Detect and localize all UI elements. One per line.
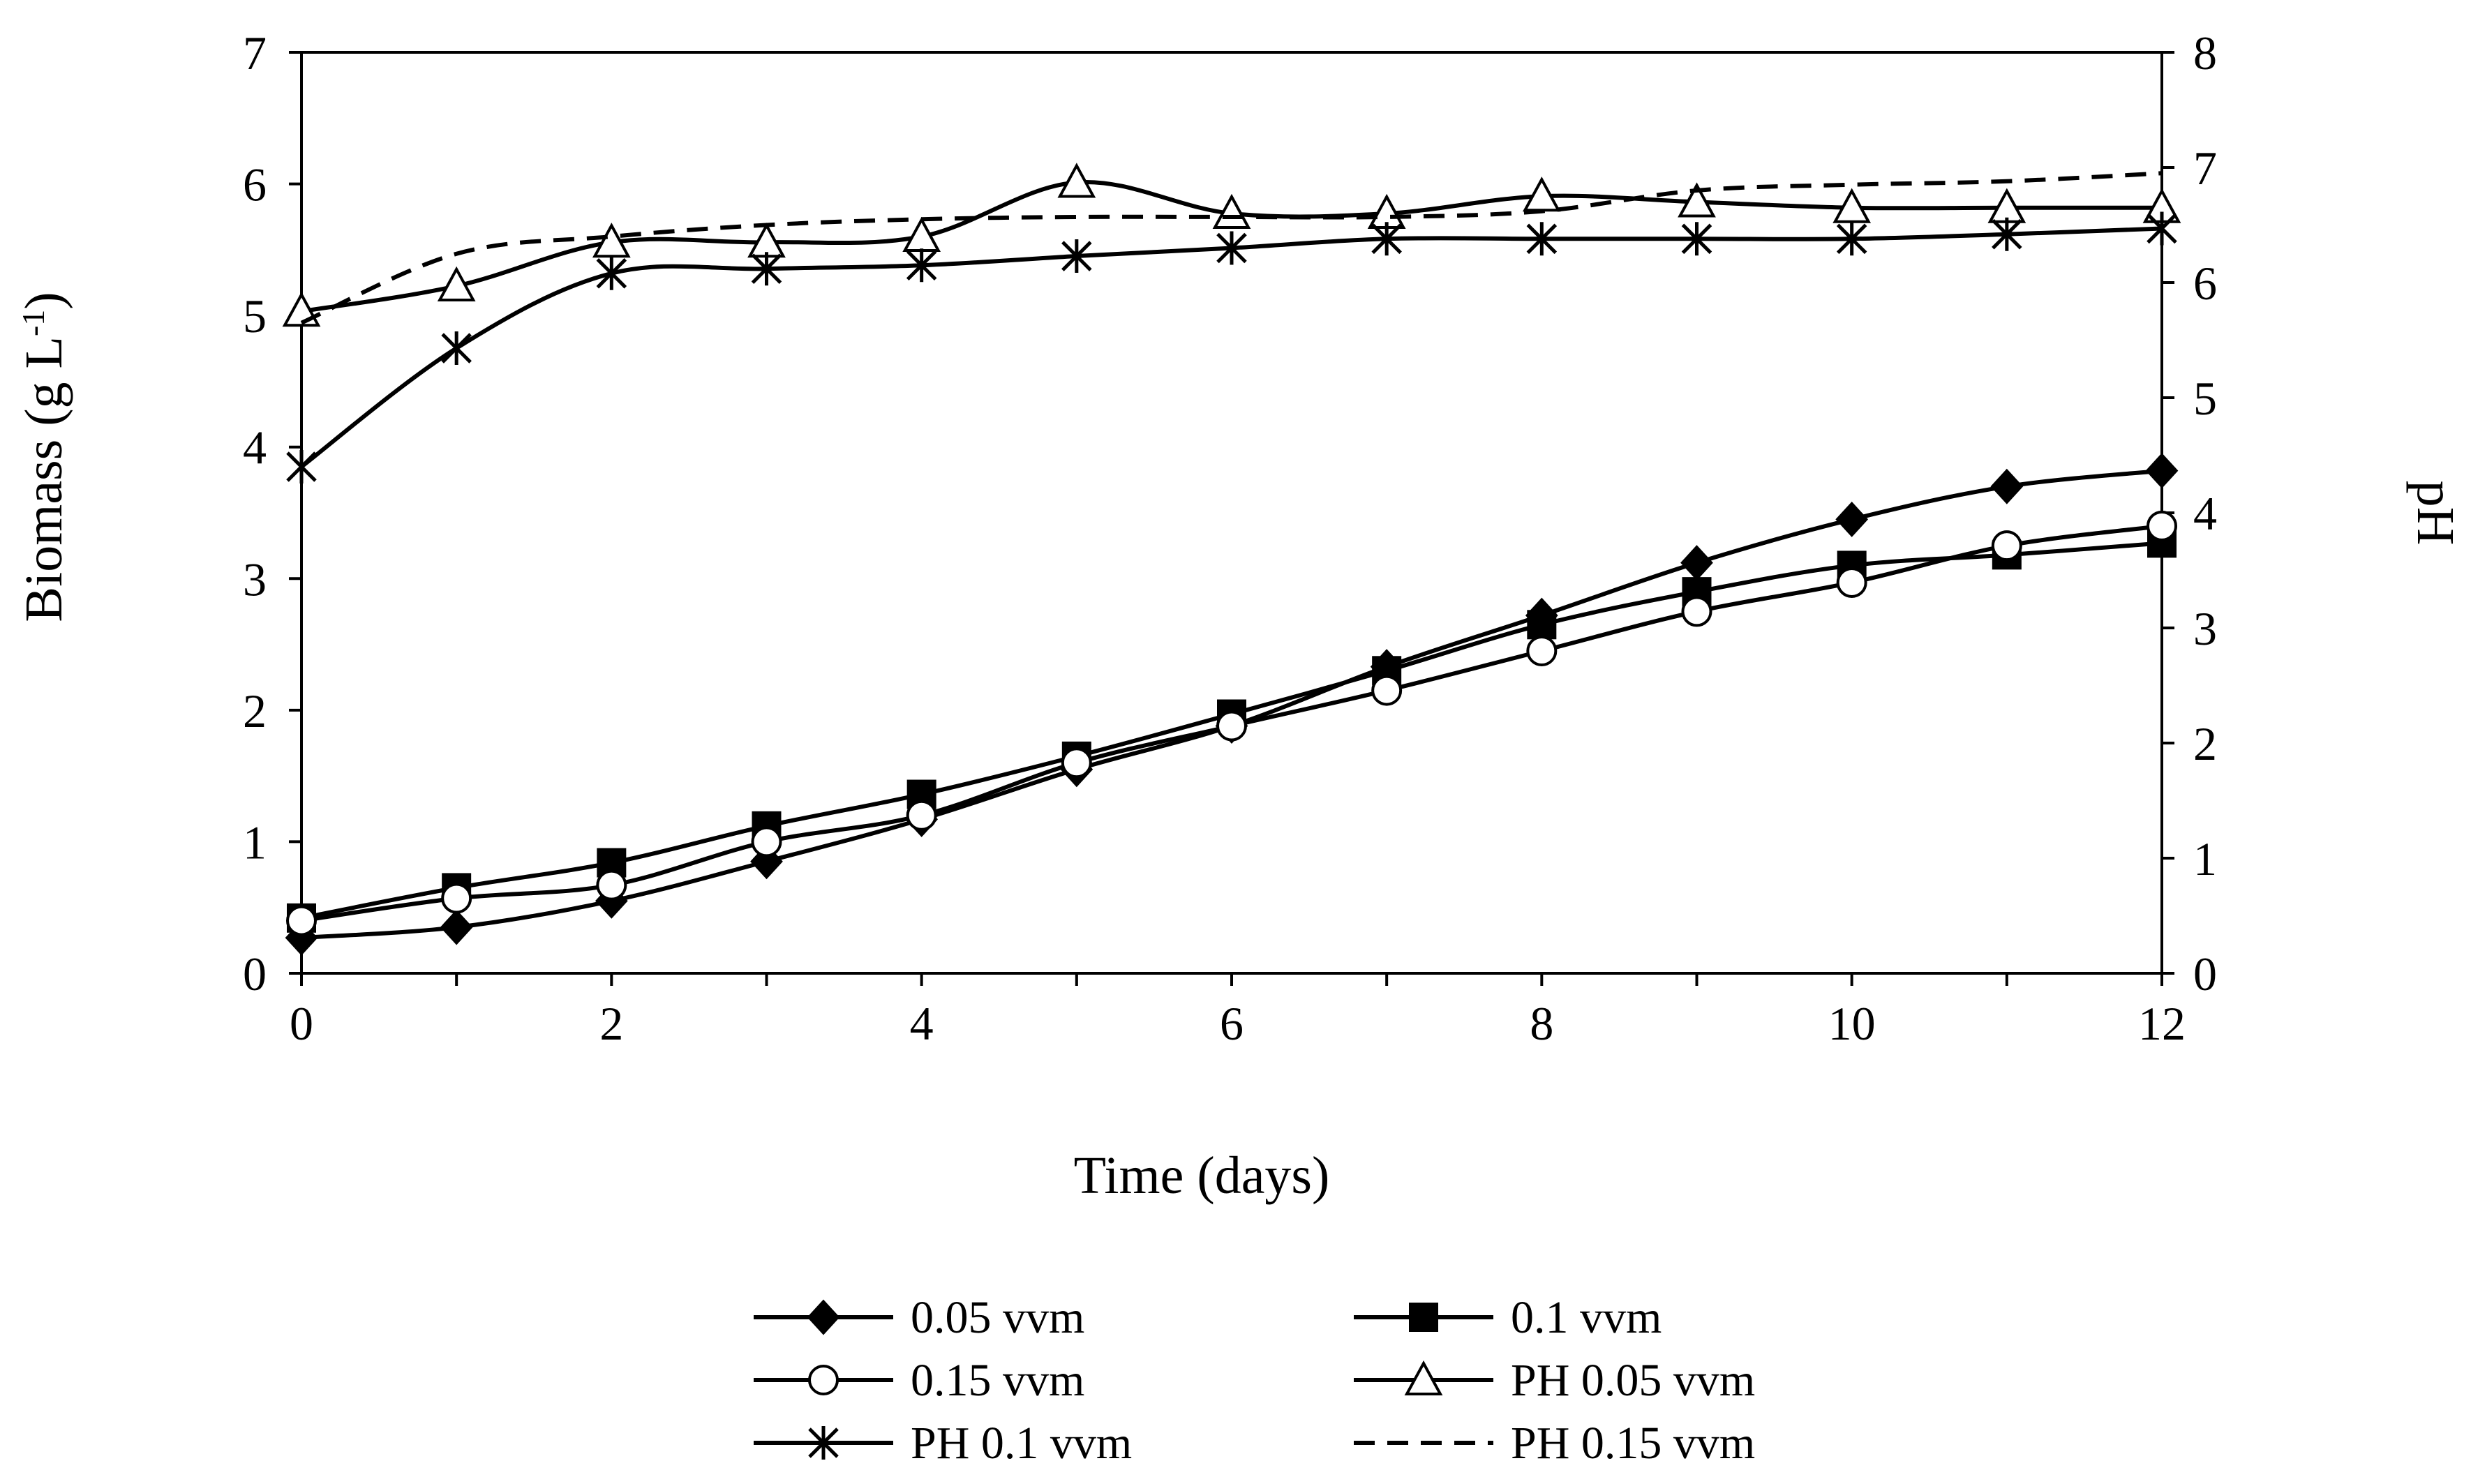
x-tick-label: 10 — [1828, 997, 1876, 1050]
y2-tick-label: 6 — [2193, 257, 2217, 310]
series-0-15-vvm — [286, 510, 2177, 936]
data-point-ph-0-1-vvm — [286, 450, 317, 484]
data-point-ph-0-1-vvm — [1371, 222, 1402, 256]
data-point-ph-0-1-vvm — [441, 331, 472, 366]
legend-item-ph-0-05-vvm: PH 0.05 vvm — [1354, 1355, 1755, 1406]
y-tick-label: 1 — [243, 816, 267, 869]
legend-item-0-1-vvm: 0.1 vvm — [1354, 1292, 1662, 1343]
data-point-0-15-vvm — [596, 869, 627, 901]
legend-marker-ph-0-1-vvm — [808, 1426, 839, 1460]
legend: 0.05 vvm 0.1 vvm 0.15 vvm PH 0.05 vvm PH 0.1… — [754, 1292, 1755, 1469]
legend-label-0-15-vvm: 0.15 vvm — [911, 1355, 1084, 1406]
data-point-ph-0-1-vvm — [1681, 222, 1712, 256]
legend-marker-0-1-vvm — [1409, 1303, 1438, 1332]
data-point-0-15-vvm — [2147, 510, 2177, 541]
y2-tick-label: 7 — [2193, 142, 2217, 195]
series-line-ph-0-15-vvm — [300, 171, 2163, 325]
data-point-ph-0-1-vvm — [1216, 231, 1247, 265]
y-axis-title-suffix: ) — [15, 292, 73, 309]
data-point-0-15-vvm — [1371, 675, 1403, 706]
x-tick-label: 0 — [290, 997, 313, 1050]
y-tick-label: 4 — [243, 421, 267, 474]
y-tick-label: 6 — [243, 158, 267, 211]
data-point-ph-0-1-vvm — [1061, 239, 1092, 273]
series-layer — [282, 163, 2181, 956]
y-axis-title-superscript: -1 — [15, 310, 51, 336]
y-axis-title: Biomass (g L-1) — [15, 292, 73, 622]
data-point-0-15-vvm — [1216, 710, 1247, 742]
y2-tick-label: 3 — [2193, 602, 2217, 655]
legend-item-ph-0-1-vvm: PH 0.1 vvm — [754, 1418, 1132, 1469]
data-point-0-15-vvm — [1526, 636, 1558, 666]
y2-tick-label: 5 — [2193, 372, 2217, 425]
data-point-ph-0-1-vvm — [1992, 217, 2022, 251]
data-point-0-15-vvm — [1836, 567, 1867, 598]
data-point-0-15-vvm — [441, 883, 472, 914]
x-tick-label: 8 — [1530, 997, 1553, 1050]
data-point-0-15-vvm — [1681, 596, 1712, 627]
data-point-0-15-vvm — [286, 905, 317, 936]
data-point-ph-0-05-vvm — [437, 266, 476, 301]
legend-item-0-15-vvm: 0.15 vvm — [754, 1355, 1084, 1406]
y-tick-label: 2 — [243, 684, 267, 737]
data-point-ph-0-05-vvm — [1832, 188, 1872, 223]
y2-tick-label: 4 — [2193, 487, 2217, 540]
series-ph-0-1-vvm — [286, 211, 2177, 484]
data-point-ph-0-05-vvm — [1057, 163, 1096, 198]
x-tick-label: 6 — [1220, 997, 1244, 1050]
y2-tick-label: 2 — [2193, 717, 2217, 770]
legend-label-ph-0-05-vvm: PH 0.05 vvm — [1511, 1355, 1755, 1406]
series-ph-0-15-vvm — [300, 171, 2163, 325]
data-point-0-05-vvm — [1835, 501, 1869, 537]
data-point-ph-0-1-vvm — [2147, 211, 2177, 246]
data-point-0-15-vvm — [1061, 747, 1092, 779]
data-point-0-05-vvm — [1990, 468, 2024, 504]
y-tick-label: 7 — [243, 27, 267, 80]
legend-label-0-1-vvm: 0.1 vvm — [1511, 1292, 1662, 1343]
legend-marker-0-05-vvm — [807, 1299, 840, 1335]
y2-tick-label: 1 — [2193, 832, 2217, 885]
y2-axis-title: pH — [2406, 481, 2465, 546]
data-point-ph-0-1-vvm — [906, 248, 937, 283]
data-point-ph-0-1-vvm — [1836, 222, 1867, 256]
legend-label-ph-0-15-vvm: PH 0.15 vvm — [1511, 1418, 1755, 1469]
y2-tick-label: 0 — [2193, 947, 2217, 1000]
data-point-ph-0-05-vvm — [1678, 182, 1716, 218]
data-point-0-05-vvm — [2145, 453, 2179, 489]
data-point-0-15-vvm — [751, 826, 782, 857]
legend-label-0-05-vvm: 0.05 vvm — [911, 1292, 1084, 1343]
y-axis-title-main: Biomass (g L — [15, 336, 73, 622]
x-tick-label: 2 — [599, 997, 623, 1050]
data-point-ph-0-05-vvm — [592, 223, 631, 258]
legend-label-ph-0-1-vvm: PH 0.1 vvm — [911, 1418, 1132, 1469]
y2-tick-label: 8 — [2193, 27, 2217, 80]
legend-marker-ph-0-05-vvm — [1404, 1360, 1443, 1395]
x-axis-title: Time (days) — [1074, 1146, 1330, 1205]
y-tick-label: 3 — [243, 553, 267, 606]
data-point-ph-0-1-vvm — [751, 252, 782, 286]
data-point-0-05-vvm — [440, 909, 473, 945]
data-point-0-1-vvm — [1527, 610, 1557, 640]
x-tick-label: 4 — [910, 997, 934, 1050]
y-tick-label: 5 — [243, 290, 267, 343]
data-point-0-15-vvm — [1991, 530, 2022, 562]
data-point-ph-0-1-vvm — [596, 256, 627, 290]
series-ph-0-05-vvm — [282, 163, 2181, 327]
data-point-ph-0-05-vvm — [1212, 193, 1251, 229]
legend-item-ph-0-15-vvm: PH 0.15 vvm — [1354, 1418, 1755, 1469]
data-point-ph-0-1-vvm — [1526, 222, 1558, 256]
legend-marker-0-15-vvm — [808, 1365, 839, 1395]
data-point-0-15-vvm — [906, 800, 937, 831]
y-tick-label: 0 — [243, 947, 267, 1000]
x-tick-label: 12 — [2138, 997, 2186, 1050]
legend-item-0-05-vvm: 0.05 vvm — [754, 1292, 1084, 1343]
